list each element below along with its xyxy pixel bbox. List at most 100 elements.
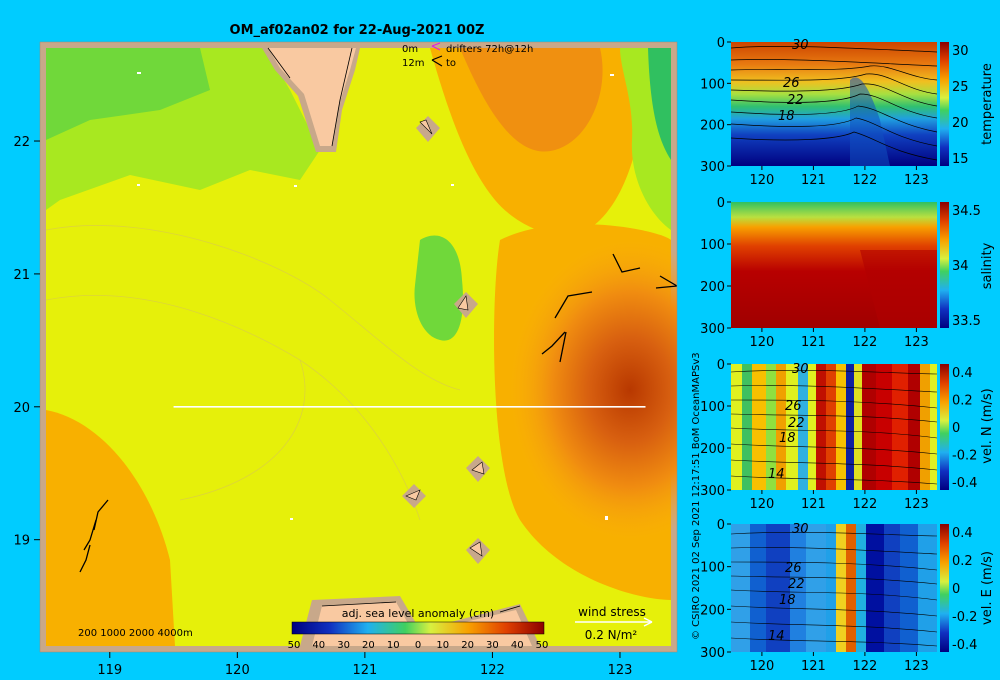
vel-n-stripe xyxy=(826,364,836,490)
vel-e-stripe xyxy=(918,524,937,652)
temperature-colorbar xyxy=(940,42,949,166)
map-y-tick-label: 21 xyxy=(13,268,30,283)
panel-x-tick-label: 120 xyxy=(749,335,774,350)
vel-e-contours xyxy=(730,531,938,647)
wind-stress-scale: 0.2 N/m² xyxy=(585,628,638,642)
drifter-depth-12: 12m xyxy=(402,58,424,69)
drifter-track xyxy=(559,331,567,363)
contour-label: 22 xyxy=(787,93,804,108)
vel-n-stripe xyxy=(786,364,798,490)
section-panels: 30 26 22 18 temperature salinity xyxy=(700,36,995,674)
vel-n-stripe xyxy=(908,364,920,490)
ssla-contours xyxy=(45,225,461,521)
vel-n-contours xyxy=(730,369,938,485)
temperature-anomaly xyxy=(850,77,890,166)
velocity-marker xyxy=(290,518,293,520)
ssla-central-low xyxy=(414,235,464,341)
map-y-tick-label: 22 xyxy=(13,135,30,150)
colorbar-tick-label: 20 xyxy=(461,640,474,651)
vel-n-panel: 30 26 22 18 14 vel. N (m/s) xyxy=(730,362,995,490)
drifter-track xyxy=(554,291,593,319)
ssla-colorbar: adj. sea level anomaly (cm) 50 40 30 20 10 0 1… xyxy=(288,607,549,651)
vel-e-stripe xyxy=(826,524,836,652)
panel-x-tick-label: 121 xyxy=(801,335,826,350)
vel-n-stripe xyxy=(742,364,752,490)
vel-n-stripe xyxy=(930,364,937,490)
contour-label: 26 xyxy=(785,399,802,414)
ssla-eddy-core xyxy=(510,240,677,540)
vel-e-stripe xyxy=(900,524,918,652)
islands xyxy=(402,116,490,564)
vel-n-stripe xyxy=(808,364,816,490)
vel-n-stripe xyxy=(836,364,846,490)
colorbar-tick-label: 30 xyxy=(337,640,350,651)
panel-y-tick-label: 300 xyxy=(700,160,725,175)
velocity-marker xyxy=(137,184,140,186)
depth-legend: 200 1000 2000 4000m xyxy=(78,628,193,639)
contour-label: 14 xyxy=(768,629,785,644)
vel-e-stripe xyxy=(806,524,826,652)
contour-label: 22 xyxy=(788,577,805,592)
panel-cbar-tick-label: 15 xyxy=(952,152,969,167)
vel-e-stripe xyxy=(846,524,856,652)
vel-n-stripe xyxy=(776,364,786,490)
map-x-tick-label: 121 xyxy=(352,663,377,678)
panel-y-tick-label: 200 xyxy=(700,603,725,618)
vel-e-stripe xyxy=(866,524,884,652)
arrow-head-icon xyxy=(643,617,653,627)
panel-y-tick-label: 200 xyxy=(700,119,725,134)
temperature-field xyxy=(731,42,937,166)
vel-n-stripe xyxy=(920,364,930,490)
vel-n-stripe xyxy=(876,364,892,490)
panel-cbar-tick-label: 25 xyxy=(952,80,969,95)
contour-label: 30 xyxy=(792,522,809,537)
vel-n-colorbar xyxy=(940,364,949,490)
panel-y-tick-label: 300 xyxy=(700,646,725,661)
panel-x-tick-label: 120 xyxy=(749,173,774,188)
velocity-marker xyxy=(451,184,454,186)
salinity-label: salinity xyxy=(980,242,995,289)
salinity-colorbar xyxy=(940,202,949,328)
panel-cbar-tick-label: 20 xyxy=(952,116,969,131)
contour-label: 30 xyxy=(792,362,809,377)
panel-x-tick-label: 123 xyxy=(904,335,929,350)
map-x-tick-label: 122 xyxy=(480,663,505,678)
ssla-green-core xyxy=(46,48,210,140)
map-x-tick-label: 120 xyxy=(225,663,250,678)
panel-y-tick-label: 100 xyxy=(700,400,725,415)
colorbar-tick-label: 50 xyxy=(288,640,301,651)
figure-title: OM_af02an02 for 22-Aug-2021 00Z xyxy=(230,23,485,38)
vel-e-stripe xyxy=(750,524,766,652)
vel-n-label: vel. N (m/s) xyxy=(980,388,995,463)
panel-y-tick-label: 100 xyxy=(700,238,725,253)
drifter-track xyxy=(79,544,91,573)
velocity-marker xyxy=(137,72,141,74)
ssla-corner-core xyxy=(648,48,671,160)
vel-n-stripes xyxy=(731,364,937,490)
ssla-sw-high xyxy=(46,410,175,646)
vel-e-stripe xyxy=(731,524,750,652)
contour-label: 22 xyxy=(788,416,805,431)
drifter-track xyxy=(612,253,641,273)
contour-label: 14 xyxy=(768,467,785,482)
panel-x-tick-label: 122 xyxy=(852,659,877,674)
vel-n-stripe xyxy=(816,364,826,490)
contour-label: 18 xyxy=(778,109,795,124)
vel-e-colorbar xyxy=(940,524,949,652)
map-x-tick-label: 123 xyxy=(608,663,633,678)
contour-label: 26 xyxy=(783,76,800,91)
velocity-marker xyxy=(610,74,614,76)
panel-cbar-tick-label: -0.2 xyxy=(952,449,977,464)
island xyxy=(469,541,483,557)
vel-n-stripe xyxy=(752,364,766,490)
colorbar-tick-label: 50 xyxy=(536,640,549,651)
panel-x-tick-label: 122 xyxy=(852,173,877,188)
panel-y-tick-label: 300 xyxy=(700,322,725,337)
vel-n-stripe xyxy=(846,364,854,490)
panel-x-tick-label: 122 xyxy=(852,335,877,350)
panel-cbar-tick-label: -0.4 xyxy=(952,476,977,491)
drifter-magenta-icon xyxy=(431,42,441,51)
colorbar-gradient xyxy=(291,621,545,635)
drifter-black-icon xyxy=(431,55,443,67)
wind-stress-label: wind stress xyxy=(578,605,646,619)
